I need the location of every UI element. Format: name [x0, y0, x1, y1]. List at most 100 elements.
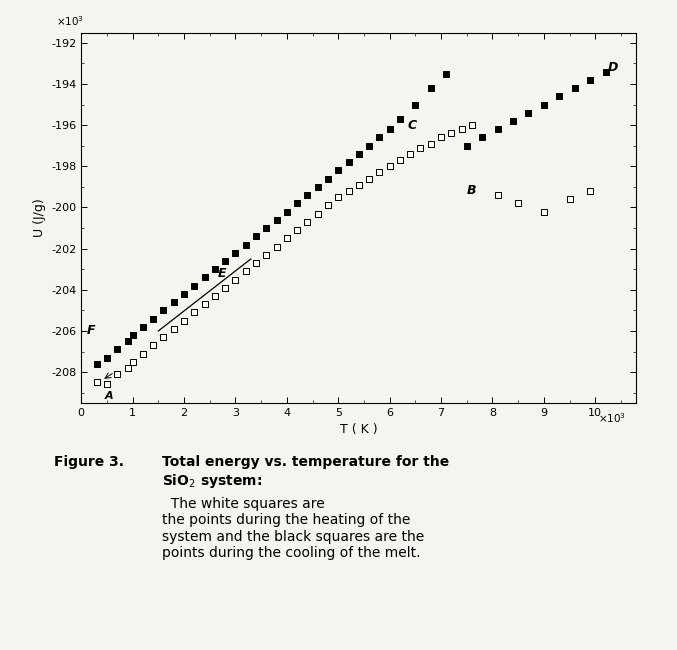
Point [466, 120, 477, 130]
Point [112, 344, 123, 355]
Point [220, 256, 231, 266]
Point [158, 306, 169, 316]
Point [538, 99, 549, 110]
Point [523, 108, 534, 118]
Point [261, 250, 271, 260]
Point [220, 283, 231, 293]
Point [364, 140, 374, 151]
Point [585, 186, 596, 196]
Point [137, 322, 148, 332]
Point [209, 264, 220, 274]
Point [322, 200, 333, 211]
Point [441, 68, 452, 79]
Point [122, 336, 133, 346]
Point [415, 142, 426, 153]
Point [364, 174, 374, 184]
Point [492, 124, 503, 135]
Point [158, 332, 169, 343]
Point [230, 274, 241, 285]
Point [127, 330, 138, 340]
Point [240, 239, 251, 250]
Point [102, 352, 112, 363]
Point [292, 198, 303, 209]
Text: C: C [408, 118, 417, 131]
Point [569, 83, 580, 93]
Point [250, 258, 261, 268]
Point [112, 369, 123, 380]
Point [333, 165, 344, 176]
Point [343, 157, 354, 168]
Point [312, 181, 323, 192]
Point [322, 174, 333, 184]
Point [405, 149, 416, 159]
Point [169, 297, 179, 307]
Point [538, 206, 549, 216]
Point [374, 132, 385, 142]
Point [435, 132, 446, 142]
Point [271, 214, 282, 225]
Point [169, 324, 179, 334]
Point [148, 340, 158, 350]
Point [492, 190, 503, 200]
Point [385, 124, 395, 135]
Point [425, 83, 436, 93]
Point [508, 116, 519, 126]
Point [292, 225, 303, 235]
Point [91, 377, 102, 387]
Point [240, 266, 251, 276]
Text: $\times 10^3$: $\times 10^3$ [598, 411, 626, 425]
Point [512, 198, 523, 209]
Point [122, 363, 133, 373]
Point [554, 91, 565, 101]
Point [600, 66, 611, 77]
Point [261, 223, 271, 233]
Point [189, 307, 200, 318]
Point [250, 231, 261, 242]
Point [395, 155, 406, 165]
Point [209, 291, 220, 301]
Point [91, 359, 102, 369]
Point [385, 161, 395, 172]
Point [282, 233, 292, 244]
Point [333, 192, 344, 202]
Y-axis label: U (J/g): U (J/g) [32, 198, 45, 237]
Point [271, 241, 282, 252]
Point [302, 190, 313, 200]
Point [137, 348, 148, 359]
Point [353, 149, 364, 159]
Point [395, 114, 406, 124]
Point [425, 138, 436, 149]
Point [456, 124, 467, 135]
Point [302, 216, 313, 227]
Point [179, 289, 190, 299]
Point [230, 248, 241, 258]
Text: A: A [105, 391, 114, 400]
Point [353, 179, 364, 190]
Point [312, 209, 323, 219]
Text: D: D [608, 61, 619, 74]
Point [199, 272, 210, 283]
Text: F: F [87, 324, 95, 337]
Point [102, 380, 112, 390]
Point [148, 313, 158, 324]
Point [189, 281, 200, 291]
Point [446, 128, 457, 138]
Point [585, 75, 596, 85]
Point [374, 167, 385, 177]
Text: $\times 10^3$: $\times 10^3$ [56, 14, 83, 29]
Point [410, 99, 421, 110]
Point [564, 194, 575, 205]
Point [477, 132, 487, 142]
Point [127, 357, 138, 367]
Text: E: E [217, 266, 226, 280]
Text: Figure 3.: Figure 3. [54, 455, 124, 469]
Point [199, 299, 210, 309]
Text: B: B [466, 185, 476, 198]
Point [282, 206, 292, 216]
Point [461, 140, 472, 151]
Text: Total energy vs. temperature for the
SiO$_2$ system:: Total energy vs. temperature for the SiO… [162, 455, 450, 489]
X-axis label: T ( K ): T ( K ) [340, 423, 378, 436]
Text: The white squares are
the points during the heating of the
system and the black : The white squares are the points during … [162, 497, 424, 560]
Point [179, 315, 190, 326]
Point [343, 186, 354, 196]
